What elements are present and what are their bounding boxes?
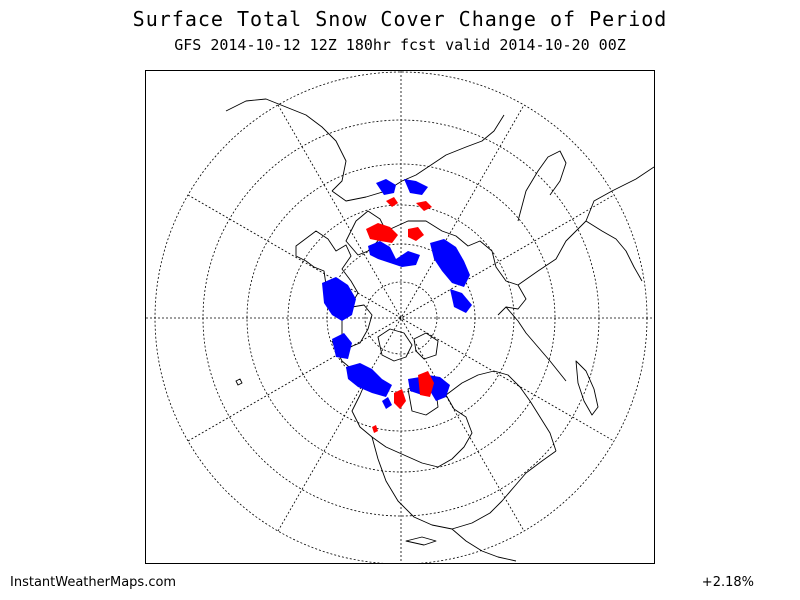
hawaii-coastline (235, 378, 243, 386)
india-coastline (517, 150, 567, 222)
kamchatka-coastline (505, 306, 567, 382)
snow-loss-area (394, 389, 406, 409)
snow-loss-areas (366, 197, 434, 433)
snow-gain-area (428, 375, 450, 401)
arctic-islands-coastline (377, 328, 413, 362)
coastlines (225, 98, 654, 562)
snow-loss-area (372, 425, 378, 433)
central-america-coastline (451, 528, 517, 562)
snow-gain-area (332, 333, 352, 359)
snow-gain-areas (322, 179, 472, 409)
snow-gain-area (404, 179, 428, 195)
map-title: Surface Total Snow Cover Change of Perio… (132, 7, 668, 31)
snow-loss-area (418, 371, 434, 397)
siberia-coastline (385, 220, 527, 316)
change-percent: +2.18% (701, 575, 754, 590)
snow-gain-area (430, 239, 470, 287)
snow-loss-area (366, 223, 398, 243)
southeast-asia-coastline (585, 220, 643, 282)
map-frame (145, 70, 655, 564)
snow-loss-area (408, 227, 424, 241)
snow-gain-area (450, 289, 472, 313)
africa-coastline (225, 98, 347, 192)
polar-map (146, 71, 654, 563)
snow-gain-area (376, 179, 396, 195)
meridian-line (277, 104, 525, 532)
meridians (146, 71, 654, 563)
snow-gain-area (322, 277, 356, 321)
arctic-islands-coastline-2 (413, 332, 439, 360)
japan-coastline (575, 360, 599, 416)
snow-gain-area (368, 241, 420, 267)
usa-coastline (371, 436, 557, 530)
site-credit: InstantWeatherMaps.com (10, 575, 177, 590)
latitude-circle (364, 281, 438, 355)
asia-east-coastline (517, 166, 654, 286)
cuba-coastline (405, 536, 437, 546)
snow-loss-area (386, 197, 398, 207)
snow-loss-area (416, 201, 432, 211)
map-subtitle: GFS 2014-10-12 12Z 180hr fcst valid 2014… (174, 36, 626, 54)
snow-gain-area (346, 363, 392, 397)
snow-gain-area (382, 397, 392, 409)
middle-east-coastline (427, 114, 505, 168)
alaska-coastline (445, 370, 557, 452)
